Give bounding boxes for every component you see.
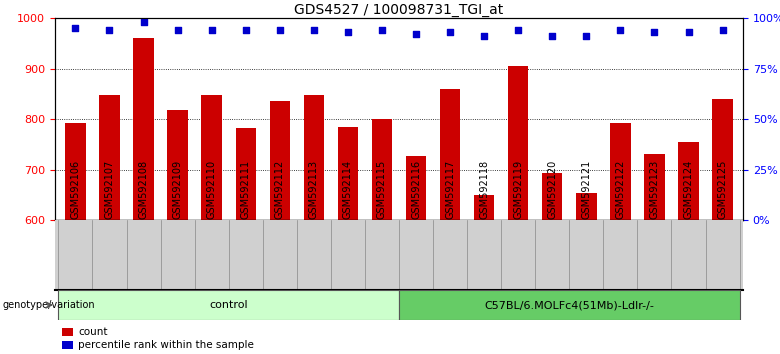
Point — [546, 33, 558, 39]
Legend: count, percentile rank within the sample: count, percentile rank within the sample — [60, 325, 256, 353]
Bar — [576, 193, 597, 220]
Bar — [474, 195, 495, 220]
Bar — [133, 38, 154, 220]
Point — [444, 29, 456, 35]
Point — [137, 19, 150, 25]
Text: C57BL/6.MOLFc4(51Mb)-Ldlr-/-: C57BL/6.MOLFc4(51Mb)-Ldlr-/- — [484, 300, 654, 310]
Point — [239, 27, 252, 33]
Bar — [58, 290, 399, 320]
Bar — [644, 154, 665, 220]
Point — [307, 27, 320, 33]
Bar — [406, 156, 426, 220]
Point — [410, 31, 422, 37]
Bar — [201, 95, 222, 220]
Bar — [399, 290, 739, 320]
Point — [103, 27, 115, 33]
Point — [682, 29, 695, 35]
Point — [648, 29, 661, 35]
Point — [512, 27, 524, 33]
Point — [69, 25, 82, 31]
Bar — [338, 127, 358, 220]
Point — [376, 27, 388, 33]
Bar — [679, 142, 699, 220]
Point — [342, 29, 354, 35]
Bar — [270, 101, 290, 220]
Bar — [303, 95, 324, 220]
Bar — [168, 110, 188, 220]
Bar — [66, 122, 86, 220]
Point — [580, 33, 593, 39]
Bar — [712, 99, 732, 220]
Bar — [99, 95, 119, 220]
Point — [172, 27, 184, 33]
Point — [274, 27, 286, 33]
Bar — [542, 173, 562, 220]
Bar — [508, 67, 528, 220]
Bar — [610, 122, 630, 220]
Bar — [236, 128, 256, 220]
Bar — [372, 119, 392, 220]
Point — [478, 33, 491, 39]
Point — [614, 27, 626, 33]
Text: genotype/variation: genotype/variation — [3, 300, 95, 310]
Point — [205, 27, 218, 33]
Text: control: control — [209, 300, 248, 310]
Point — [716, 27, 729, 33]
Title: GDS4527 / 100098731_TGI_at: GDS4527 / 100098731_TGI_at — [294, 3, 504, 17]
Bar — [440, 89, 460, 220]
